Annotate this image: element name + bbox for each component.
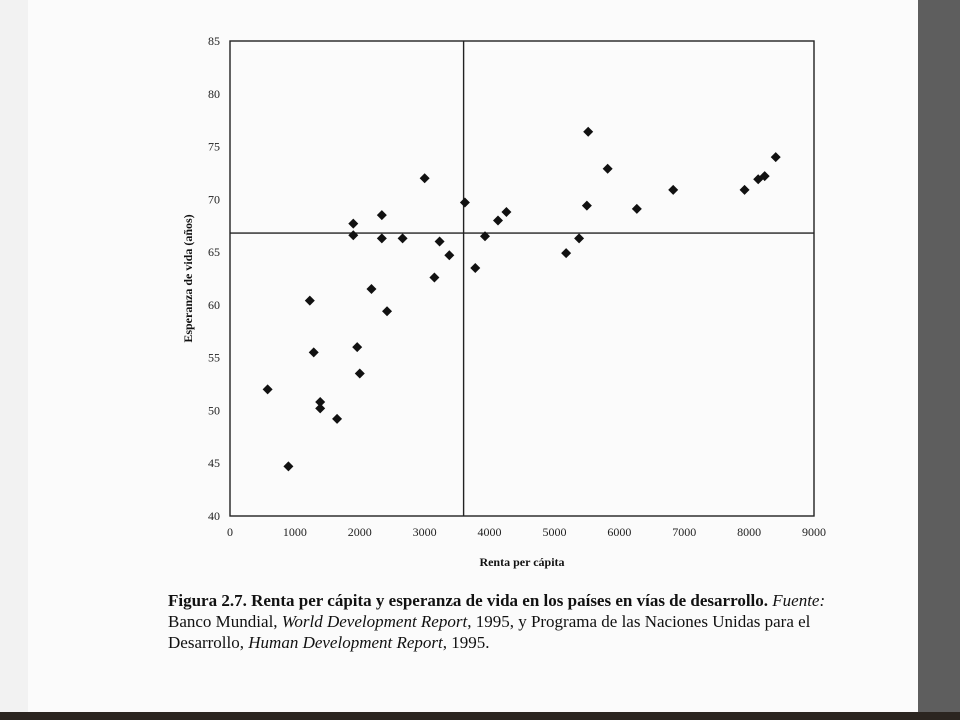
y-tick-label: 40 <box>208 509 220 523</box>
y-tick-labels: 40 45 50 55 60 65 70 75 80 85 <box>208 34 220 523</box>
y-tick-label: 80 <box>208 87 220 101</box>
data-point <box>583 126 594 137</box>
figure-caption: Figura 2.7. Renta per cápita y esperanza… <box>168 590 848 653</box>
x-tick-label: 9000 <box>802 525 826 539</box>
data-point <box>304 295 315 306</box>
y-axis-label: Esperanza de vida (años) <box>181 214 195 342</box>
y-tick-label: 70 <box>208 192 220 206</box>
data-point <box>308 347 319 358</box>
data-point <box>480 231 491 242</box>
y-tick-label: 60 <box>208 298 220 312</box>
caption-source-text-2: , 1995, y Programa de las Naciones Unida… <box>168 612 811 652</box>
data-point <box>470 262 481 273</box>
data-point <box>262 384 273 395</box>
data-point <box>348 218 359 229</box>
data-point <box>376 210 387 221</box>
x-tick-label: 8000 <box>737 525 761 539</box>
data-point <box>352 342 363 353</box>
plot-frame <box>229 40 815 517</box>
x-tick-label: 5000 <box>542 525 566 539</box>
data-point <box>429 272 440 283</box>
y-tick-label: 65 <box>208 245 220 259</box>
data-point <box>315 403 326 414</box>
x-tick-label: 6000 <box>607 525 631 539</box>
data-point <box>561 248 572 259</box>
y-tick-label: 50 <box>208 403 220 417</box>
x-tick-label: 2000 <box>348 525 372 539</box>
x-tick-label: 0 <box>227 525 233 539</box>
y-tick-label: 85 <box>208 34 220 48</box>
caption-source-text-1: Banco Mundial, <box>168 612 282 631</box>
data-point <box>434 236 445 247</box>
data-point <box>668 184 679 195</box>
data-point <box>581 200 592 211</box>
data-point <box>348 230 359 241</box>
x-tick-label: 3000 <box>413 525 437 539</box>
x-tick-label: 1000 <box>283 525 307 539</box>
scan-right-margin <box>918 0 960 712</box>
caption-source-text-3: , 1995. <box>442 633 490 652</box>
data-point <box>315 397 326 407</box>
x-tick-label: 4000 <box>478 525 502 539</box>
data-point <box>397 233 408 244</box>
y-tick-label: 45 <box>208 456 220 470</box>
data-point <box>739 184 750 195</box>
y-tick-label: 75 <box>208 140 220 154</box>
book-page <box>28 0 918 712</box>
data-point <box>770 152 781 163</box>
data-point <box>459 197 470 208</box>
data-point <box>376 233 387 244</box>
scan-bottom-edge <box>0 712 960 720</box>
data-point <box>631 203 642 214</box>
data-point <box>382 306 393 317</box>
data-point <box>501 207 512 217</box>
reference-lines <box>230 41 814 516</box>
scan-left-margin <box>0 0 28 712</box>
caption-source-label: Fuente: <box>772 591 826 610</box>
data-point <box>492 215 503 226</box>
data-point <box>283 461 294 472</box>
caption-title: Figura 2.7. Renta per cápita y esperanza… <box>168 591 769 610</box>
caption-source-title-2: Human Development Report <box>248 633 443 652</box>
x-tick-label: 7000 <box>672 525 696 539</box>
data-point <box>332 413 343 424</box>
data-points <box>262 126 781 472</box>
data-point <box>759 171 770 182</box>
y-tick-label: 55 <box>208 351 220 365</box>
caption-source-title-1: World Development Report <box>281 612 468 631</box>
x-tick-labels: 0 1000 2000 3000 4000 5000 6000 7000 8000 9000 <box>227 525 826 539</box>
x-axis-label: Renta per cápita <box>479 555 564 569</box>
data-point <box>574 233 585 244</box>
data-point <box>419 173 430 184</box>
data-point <box>354 368 365 379</box>
data-point <box>366 284 377 295</box>
data-point <box>602 163 613 174</box>
data-point <box>444 250 455 261</box>
